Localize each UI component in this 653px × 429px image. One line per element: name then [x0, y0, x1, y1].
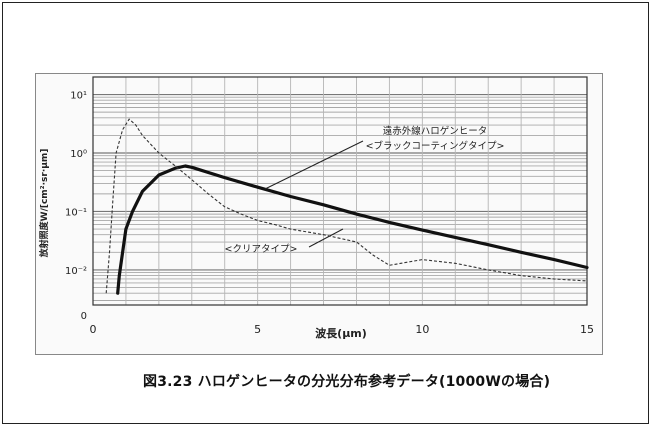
- y-axis-label: 放射照度W/[cm²·sr·μm]: [38, 149, 50, 259]
- series-line-1: [105, 118, 588, 294]
- annotation-leader: [308, 228, 344, 248]
- y-tick-label: 10⁻²: [65, 266, 87, 277]
- x-tick-label: 15: [580, 323, 594, 336]
- plot-frame: [92, 76, 588, 306]
- y-tick-label: 10¹: [70, 91, 87, 102]
- figure-frame: 10¹ 10⁰ 10⁻¹ 10⁻² 0 0 5 10 15 波長(μm) 放射照度W/[cm²·sr…: [2, 2, 649, 424]
- x-tick-label: 10: [415, 323, 429, 336]
- grid-lines: [93, 77, 587, 305]
- annotation-label: <クリアタイプ>: [225, 244, 298, 255]
- annotation-leader: [264, 140, 364, 190]
- annotation-label: 遠赤外線ハロゲンヒータ: [383, 125, 488, 137]
- y-tick-label: 10⁻¹: [65, 207, 87, 218]
- x-axis-label: 波長(μm): [315, 326, 367, 340]
- x-tick-label: 0: [90, 323, 97, 336]
- annotation-label: <ブラックコーティングタイプ>: [366, 140, 505, 152]
- spectral-chart: 10¹ 10⁰ 10⁻¹ 10⁻² 00 5 10 15 波長(μm) 放射照度W/[cm²·sr…: [38, 76, 594, 340]
- y-tick-label: 0: [81, 311, 87, 322]
- y-tick-label: 10⁰: [70, 149, 87, 160]
- figure-caption: 図3.23 ハロゲンヒータの分光分布参考データ(1000Wの場合): [143, 374, 551, 390]
- series-line-0: [116, 164, 589, 295]
- x-tick-label: 5: [254, 323, 261, 336]
